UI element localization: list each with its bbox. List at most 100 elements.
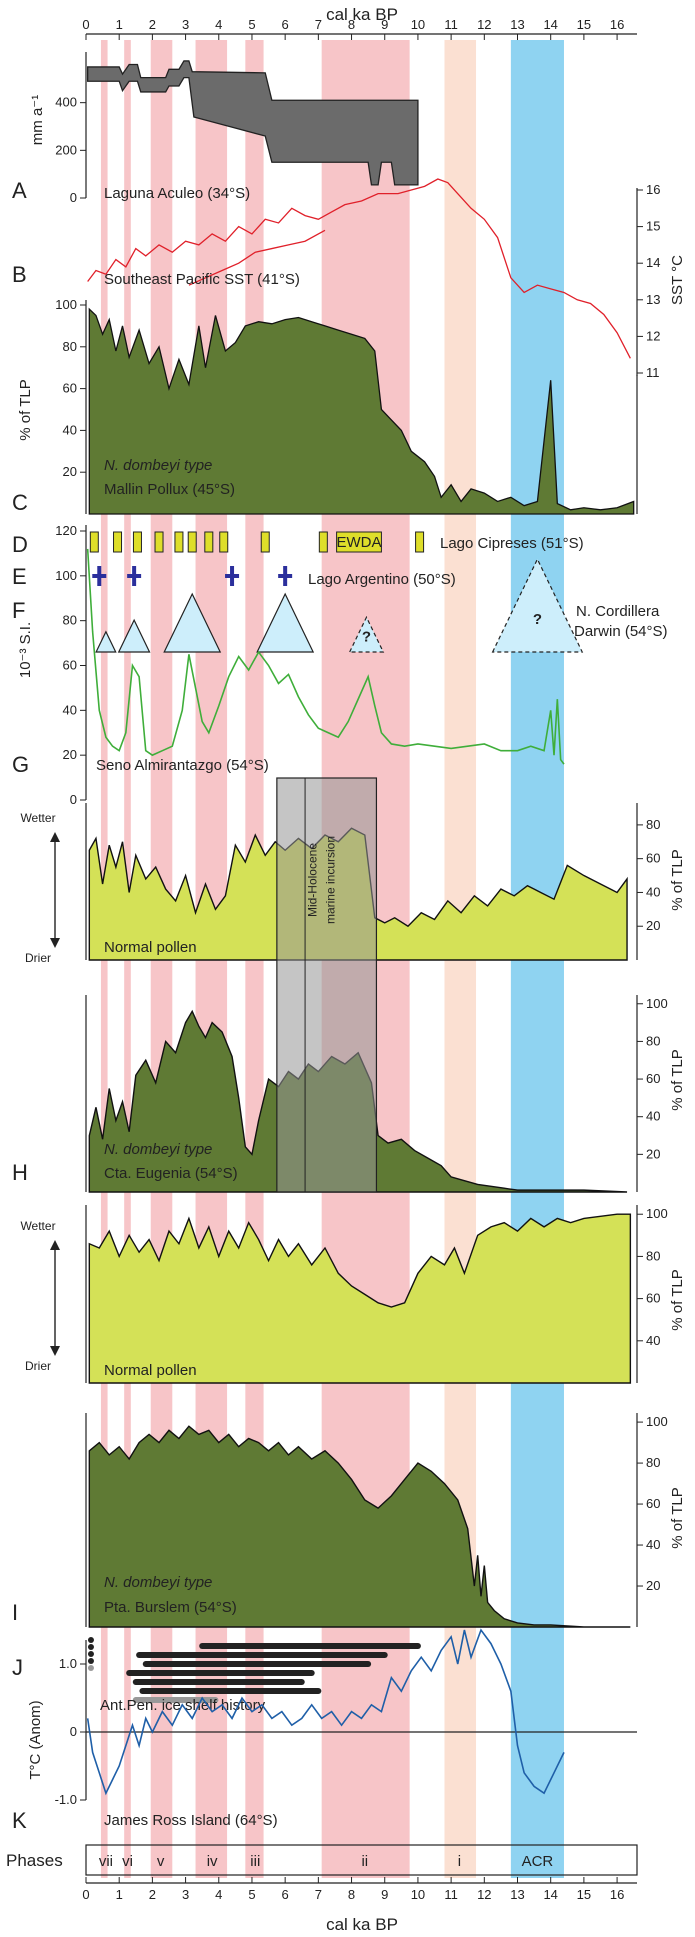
panel-b-series-1	[188, 229, 326, 286]
panel-h-y-tick-label: 60	[646, 1071, 660, 1086]
panel-i-taxon: N. dombeyi type	[104, 1574, 212, 1591]
panel-i-label: Pta. Burslem (54°S)	[104, 1599, 237, 1616]
panel-letter-C: C	[12, 490, 28, 515]
panel-i-area	[88, 1425, 631, 1628]
panel-b-y-tick-label: 15	[646, 219, 660, 234]
x-tick-label-top: 1	[116, 17, 123, 32]
x-tick-label-bottom: 8	[348, 1887, 355, 1902]
phase-6: i	[458, 1853, 461, 1870]
panel-a-label: Laguna Aculeo (34°S)	[104, 185, 250, 202]
panel-h-label: Cta. Eugenia (54°S)	[104, 1165, 238, 1182]
panel-a-ylabel: mm a⁻¹	[29, 95, 46, 145]
x-tick-label-bottom: 4	[215, 1887, 222, 1902]
panel-g-y-tick-label: 0	[70, 792, 77, 807]
phase-2: v	[157, 1853, 165, 1870]
panel-h-taxon: N. dombeyi type	[104, 1141, 212, 1158]
panel-b-ylabel: SST °C	[669, 255, 686, 305]
panel-k-y-tick-label: -1.0	[55, 1792, 77, 1807]
panel-letter-K: K	[12, 1808, 27, 1833]
panel-g-y-tick-label: 20	[63, 747, 77, 762]
panel-g-label: Seno Almirantazgo (54°S)	[96, 757, 269, 774]
x-tick-label-top: 15	[577, 17, 591, 32]
x-tick-label-bottom: 5	[248, 1887, 255, 1902]
panel-i-ylabel: % of TLP	[669, 1487, 686, 1548]
panel-i1-y-tick-label: 100	[646, 1206, 668, 1221]
panel-d-event-3	[154, 531, 164, 553]
phase-7: ACR	[522, 1853, 554, 1870]
panel-h1-arrow-down	[50, 938, 60, 948]
panel-h-ylabel: % of TLP	[669, 1049, 686, 1110]
panel-g-ylabel: 10⁻³ S.I.	[17, 622, 34, 678]
x-tick-label-bottom: 13	[510, 1887, 524, 1902]
panel-letter-H: H	[12, 1160, 28, 1185]
panel-d-ewda-box	[336, 531, 382, 553]
x-tick-label-bottom: 7	[315, 1887, 322, 1902]
x-tick-label-top: 13	[510, 17, 524, 32]
panel-e-cross-h-1	[127, 574, 142, 578]
panel-d-ewda-label: EWDA	[337, 534, 382, 551]
panel-h1-ylabel: % of TLP	[669, 849, 686, 910]
panel-d-event-5	[187, 531, 197, 553]
panel-j-dot-4	[87, 1665, 94, 1671]
panel-f-query-5: ?	[533, 611, 542, 628]
panel-d-event-0	[89, 531, 99, 553]
phases-row: Phases vii vi v iv iii ii i ACR	[6, 1844, 638, 1876]
panel-c-y-tick-label: 100	[55, 297, 77, 312]
panel-i1-y-tick-label: 40	[646, 1333, 660, 1348]
panel-f-advance-1	[117, 618, 151, 653]
panel-b-y-tick-label: 14	[646, 255, 660, 270]
panel-c-y-tick-label: 40	[63, 422, 77, 437]
panel-f-advance-3	[256, 592, 315, 653]
x-tick-label-bottom: 3	[182, 1887, 189, 1902]
x-tick-label-top: 12	[477, 17, 491, 32]
x-tick-label-top: 8	[348, 17, 355, 32]
incursion-label: Mid-Holocene marine incursion	[306, 836, 338, 924]
panel-c-label: Mallin Pollux (45°S)	[104, 481, 235, 498]
panel-d-event-7	[219, 531, 229, 553]
x-tick-label-bottom: 10	[411, 1887, 425, 1902]
x-tick-label-top: 4	[215, 17, 222, 32]
x-tick-label-bottom: 16	[610, 1887, 624, 1902]
x-axis-title-bottom: cal ka BP	[326, 1915, 398, 1934]
panel-letter-J: J	[12, 1655, 23, 1680]
panel-f-query-4: ?	[362, 629, 371, 646]
panel-d-event-1	[113, 531, 123, 553]
panel-d-event-4	[174, 531, 184, 553]
panel-g-y-tick-label: 60	[63, 658, 77, 673]
x-tick-label-top: 9	[381, 17, 388, 32]
panel-a-y-tick-label: 400	[55, 95, 77, 110]
panel-letter-F: F	[12, 598, 25, 623]
x-tick-label-top: 6	[282, 17, 289, 32]
x-tick-label-bottom: 2	[149, 1887, 156, 1902]
panel-i1-arrow-up	[50, 1240, 60, 1250]
panel-i1-y-tick-label: 60	[646, 1291, 660, 1306]
panel-h1-y-tick-label: 60	[646, 851, 660, 866]
panel-letter-E: E	[12, 564, 27, 589]
panel-b-label: Southeast Pacific SST (41°S)	[104, 271, 300, 288]
panel-e-label: Lago Argentino (50°S)	[308, 571, 456, 588]
panel-letter-I: I	[12, 1600, 18, 1625]
panel-c-y-tick-label: 80	[63, 339, 77, 354]
panel-letter-G: G	[12, 752, 29, 777]
x-tick-label-bottom: 0	[82, 1887, 89, 1902]
incursion-box	[276, 777, 378, 1193]
panel-i-y-tick-label: 20	[646, 1578, 660, 1593]
x-tick-label-bottom: 9	[381, 1887, 388, 1902]
panel-i1-drier: Drier	[25, 1359, 51, 1373]
panel-i-y-tick-label: 60	[646, 1496, 660, 1511]
panel-f-advance-5	[491, 557, 584, 653]
panel-b-series-0	[87, 178, 631, 359]
panel-letter-A: A	[12, 178, 27, 203]
panel-f-label: N. Cordillera Darwin (54°S)	[574, 603, 668, 640]
x-tick-label-bottom: 6	[282, 1887, 289, 1902]
panel-i1-area	[88, 1213, 632, 1384]
panel-d-event-8	[260, 531, 270, 553]
panel-d-event-9	[318, 531, 328, 553]
panel-h1-label: Normal pollen	[104, 939, 197, 956]
panel-d-event-10	[415, 531, 425, 553]
panel-i1-y-tick-label: 80	[646, 1248, 660, 1263]
panel-j-dot-1	[87, 1644, 94, 1650]
phase-4: iii	[250, 1853, 260, 1870]
panel-c-y-tick-label: 20	[63, 464, 77, 479]
panel-h1-wetter: Wetter	[20, 811, 55, 825]
